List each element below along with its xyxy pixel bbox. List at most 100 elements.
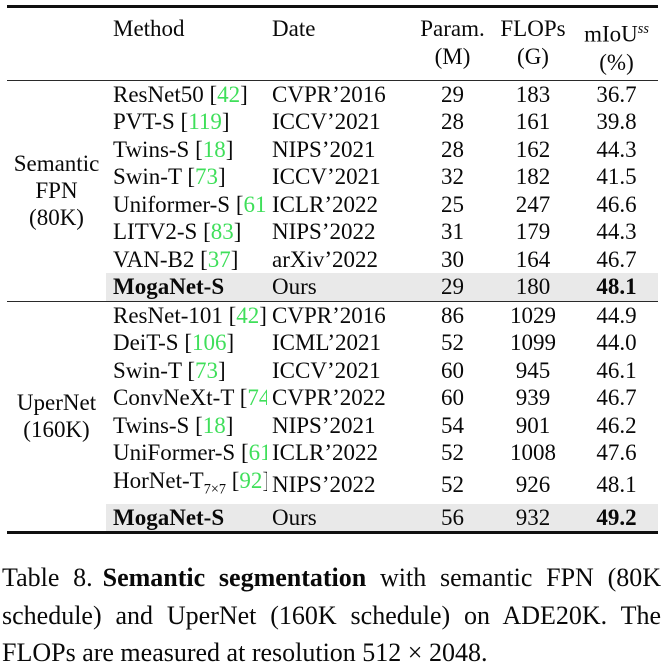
citation-link[interactable]: 61 — [248, 440, 267, 466]
col-header-method: Method — [106, 8, 267, 81]
date-cell: NIPS’2021 — [272, 136, 376, 162]
method-cell: MogaNet-S — [106, 503, 267, 532]
method-cell: Swin-T [73] — [113, 357, 226, 383]
method-cell: DeiT-S [106] — [113, 330, 235, 356]
date-cell: CVPR’2022 — [272, 385, 386, 411]
flops-cell: 180 — [491, 273, 575, 302]
date-cell: NIPS’2022 — [272, 219, 376, 245]
miou-cell: 44.3 — [596, 219, 637, 245]
citation-link[interactable]: 119 — [188, 109, 222, 135]
miou-cell: 44.3 — [596, 136, 637, 162]
citation-link[interactable]: 18 — [202, 136, 226, 162]
method-name: Swin-T — [113, 357, 182, 383]
method-name: Twins-S — [113, 136, 190, 162]
param-unit: (M) — [434, 44, 471, 69]
method-cell: ResNet-101 [42] — [106, 300, 267, 330]
table-row: Twins-S [18] NIPS’2021 54 901 46.2 — [7, 412, 658, 440]
method-cell: ConvNeXt-T [74] — [106, 384, 267, 412]
citation-link[interactable]: 37 — [207, 246, 231, 272]
param-cell: 30 — [441, 246, 464, 272]
group-label-line: UperNet — [16, 390, 97, 416]
method-name: UniFormer-S — [113, 440, 236, 466]
param-label: Param. — [420, 16, 485, 41]
param-cell: 28 — [441, 109, 464, 135]
method-cell: Twins-S [18] — [113, 136, 234, 162]
group-label-line: FPN — [35, 178, 78, 204]
miou-cell: 48.1 — [596, 472, 637, 498]
caption-label: Table 8. — [2, 563, 93, 593]
method-cell: MogaNet-S — [106, 273, 267, 302]
method-cell: HorNet-T7×7 [92] — [113, 467, 267, 498]
citation-link[interactable]: 106 — [192, 330, 227, 356]
param-cell: 60 — [441, 385, 464, 411]
table-row: DeiT-S [106] ICML’2021 52 1099 44.0 — [7, 329, 658, 357]
table-caption: Table 8. Semantic segmentation with seman… — [2, 559, 661, 672]
flops-cell: 161 — [515, 109, 551, 135]
flops-unit: (G) — [517, 44, 549, 69]
date-cell: ICCV’2021 — [272, 357, 381, 383]
table-row: Uniformer-S [61]ICLR’2022 25 247 46.6 — [7, 191, 658, 219]
miou-cell: 41.5 — [596, 164, 637, 190]
miou-cell: 36.7 — [596, 81, 637, 107]
table-header: Method Date Param. (M) FLOPs (G) mIoUss … — [7, 8, 658, 81]
citation-link[interactable]: 18 — [202, 412, 226, 438]
method-cell: Twins-S [18] — [113, 412, 234, 438]
citation-link[interactable]: 73 — [195, 357, 219, 383]
method-name: ResNet-101 — [113, 302, 223, 328]
date-cell: arXiv’2022 — [272, 246, 379, 272]
date-cell: ICLR’2022 — [272, 440, 379, 466]
method-cell: ResNet50 [42] — [113, 81, 248, 107]
miou-cell: 46.6 — [596, 191, 637, 217]
method-name: VAN-B2 — [113, 246, 195, 272]
param-cell: 28 — [441, 136, 464, 162]
table-row: Swin-T [73] ICCV’2021 60 945 46.1 — [7, 357, 658, 385]
param-cell: 52 — [441, 440, 464, 466]
method-name: LITV2-S — [113, 219, 198, 245]
method-name: ResNet50 — [113, 81, 204, 107]
table-row: VAN-B2 [37] arXiv’2022 30 164 46.7 — [7, 246, 658, 274]
col-header-param: Param. (M) — [414, 8, 491, 81]
method-name: DeiT-S — [113, 330, 179, 356]
date-cell: ICML’2021 — [272, 330, 382, 356]
citation-link[interactable]: 92 — [239, 467, 263, 493]
citation-link[interactable]: 61 — [243, 191, 267, 217]
citation-link[interactable]: 42 — [236, 302, 260, 328]
method-name: Swin-T — [113, 164, 182, 190]
miou-cell: 48.1 — [575, 273, 658, 302]
param-cell: 56 — [414, 503, 491, 532]
miou-cell: 39.8 — [596, 109, 637, 135]
flops-cell: 926 — [515, 472, 551, 498]
table-row: Swin-T [73] ICCV’2021 32 182 41.5 — [7, 163, 658, 191]
citation-link[interactable]: 42 — [217, 81, 241, 107]
method-name: Twins-S — [113, 412, 190, 438]
date-cell: CVPR’2016 — [267, 300, 414, 330]
col-header-flops: FLOPs (G) — [491, 8, 575, 81]
col-header-date: Date — [267, 8, 414, 81]
param-cell: 32 — [441, 164, 464, 190]
param-cell: 29 — [414, 273, 491, 302]
flops-cell: 162 — [515, 136, 551, 162]
date-cell: Ours — [267, 273, 414, 302]
results-table-wrapper: Method Date Param. (M) FLOPs (G) mIoUss … — [7, 5, 658, 535]
miou-cell: 49.2 — [575, 503, 658, 532]
param-cell: 52 — [441, 330, 464, 356]
param-cell: 86 — [414, 300, 491, 330]
miou-cell: 46.7 — [596, 385, 637, 411]
miou-cell: 46.1 — [596, 357, 637, 383]
flops-cell: 901 — [515, 412, 551, 438]
citation-link[interactable]: 74 — [247, 385, 267, 411]
table-row: UniFormer-S [61]ICLR’2022 52 1008 47.6 — [7, 439, 658, 467]
method-cell: UniFormer-S [61] — [106, 439, 267, 467]
miou-cell: 47.6 — [596, 440, 637, 466]
miou-cell: 46.2 — [596, 412, 637, 438]
date-cell: NIPS’2021 — [272, 412, 376, 438]
col-header-miou: mIoUss (%) — [575, 8, 658, 81]
citation-link[interactable]: 83 — [210, 219, 234, 245]
group-label: UperNet (160K) — [7, 300, 106, 532]
table-row: Semantic FPN (80K) ResNet50 [42] CVPR’2016 29… — [7, 80, 658, 302]
param-cell: 25 — [441, 191, 464, 217]
citation-link[interactable]: 73 — [195, 164, 219, 190]
method-name: ConvNeXt-T — [113, 385, 234, 411]
group-label-line: (160K) — [23, 417, 90, 443]
